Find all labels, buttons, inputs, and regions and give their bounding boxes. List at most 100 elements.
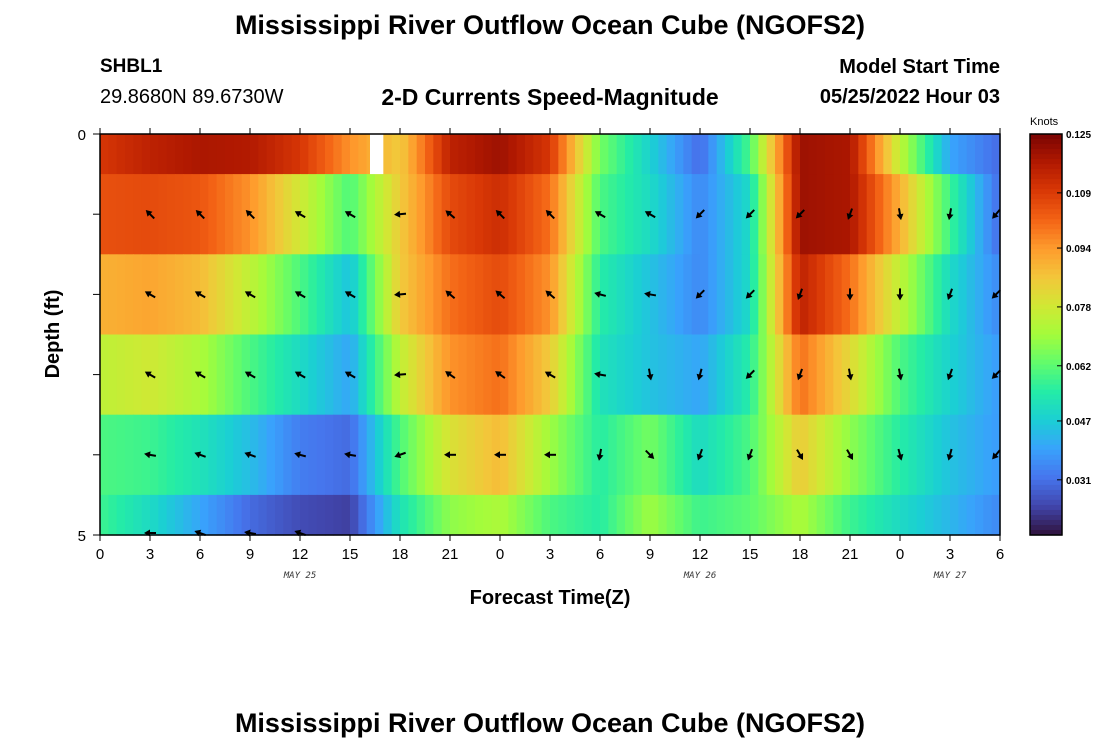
heatmap-cell <box>883 414 893 496</box>
heatmap-cell <box>633 254 643 336</box>
heatmap-cell <box>541 134 551 175</box>
colorbar-swatch <box>1030 319 1062 326</box>
heatmap-cell <box>633 174 643 255</box>
heatmap-cell <box>750 494 759 536</box>
heatmap-cell <box>200 134 209 175</box>
current-arrow <box>695 209 705 219</box>
heatmap-cell <box>233 134 243 175</box>
heatmap-cell <box>491 494 501 536</box>
heatmap-cell <box>216 494 226 536</box>
heatmap-cell <box>191 134 201 175</box>
heatmap-cell <box>850 414 859 496</box>
colorbar-swatch <box>1030 254 1062 260</box>
heatmap-cell <box>166 494 176 536</box>
heatmap-cell <box>241 334 251 416</box>
heatmap-cell <box>425 134 434 175</box>
heatmap-cell <box>283 254 293 336</box>
heatmap-cell <box>466 174 476 255</box>
heatmap-cell <box>600 494 609 536</box>
heatmap-cell <box>466 414 476 496</box>
heatmap-cell <box>975 254 984 336</box>
heatmap-cell <box>416 134 426 175</box>
current-arrow <box>596 448 604 461</box>
heatmap-cell <box>666 174 676 255</box>
heatmap-cell <box>350 174 359 255</box>
heatmap-cell <box>883 494 893 536</box>
current-arrow <box>544 371 556 379</box>
heatmap-cell <box>575 414 584 496</box>
colorbar-swatch <box>1030 464 1062 471</box>
heatmap-cell <box>583 494 593 536</box>
heatmap-cell <box>550 174 559 255</box>
x-tick-label: 3 <box>946 546 954 563</box>
heatmap-cell <box>783 254 793 336</box>
current-arrow <box>545 209 555 220</box>
heatmap-cell <box>983 334 993 416</box>
heatmap-cell <box>458 254 468 336</box>
heatmap-cell <box>533 174 543 255</box>
heatmap-cell <box>783 134 793 175</box>
heatmap-cell <box>566 174 576 255</box>
heatmap-cell <box>816 494 826 536</box>
heatmap-cell <box>400 414 409 496</box>
heatmap-cell <box>941 134 951 175</box>
colorbar-swatch <box>1030 324 1062 331</box>
heatmap-cell <box>950 134 959 175</box>
heatmap-cell <box>691 134 701 175</box>
heatmap-cell <box>850 494 859 536</box>
current-arrow <box>294 211 306 219</box>
heatmap-cell <box>633 334 643 416</box>
heatmap-cell <box>450 134 459 175</box>
heatmap-cell <box>958 174 968 255</box>
heatmap-cell <box>891 414 901 496</box>
heatmap-cell <box>991 134 1001 175</box>
heatmap-cell <box>516 254 526 336</box>
current-arrow <box>992 208 1001 219</box>
heatmap-cell <box>916 494 926 536</box>
heatmap-cell <box>433 334 443 416</box>
heatmap-cell <box>275 334 284 416</box>
heatmap-cell <box>308 174 318 255</box>
heatmap-cell <box>108 134 118 175</box>
heatmap-cell <box>333 254 343 336</box>
colorbar-swatch <box>1030 339 1062 346</box>
heatmap-cell <box>858 414 868 496</box>
colorbar-swatch <box>1030 214 1062 220</box>
x-tick-label: 12 <box>292 546 309 563</box>
heatmap-cell <box>850 334 859 416</box>
heatmap-cell <box>108 334 118 416</box>
heatmap-cell <box>183 494 193 536</box>
heatmap-cell <box>450 334 459 416</box>
heatmap-cell <box>608 254 618 336</box>
current-arrow <box>696 368 704 381</box>
heatmap-cell <box>250 134 259 175</box>
heatmap-cell <box>733 134 743 175</box>
heatmap-cell <box>150 334 159 416</box>
heatmap-cell <box>225 134 234 175</box>
heatmap-cell <box>675 334 684 416</box>
heatmap-cell <box>575 174 584 255</box>
heatmap-cell <box>700 414 709 496</box>
heatmap-cell <box>358 134 368 175</box>
heatmap-cell <box>941 254 951 336</box>
heatmap-cell <box>616 134 626 175</box>
heatmap-cell <box>966 254 976 336</box>
heatmap-cell <box>208 254 218 336</box>
date-label: MAY 26 <box>683 571 717 581</box>
colorbar-swatch <box>1030 219 1062 225</box>
heatmap-cell <box>408 494 418 536</box>
current-arrow <box>194 451 206 459</box>
heatmap-cell <box>858 134 868 175</box>
heatmap-cell <box>200 254 209 336</box>
heatmap-cell <box>841 134 851 175</box>
current-arrow <box>444 451 456 459</box>
heatmap-cell <box>825 174 834 255</box>
heatmap-cell <box>808 174 818 255</box>
x-tick-label: 18 <box>792 546 809 563</box>
colorbar-swatch <box>1030 374 1062 381</box>
colorbar-swatch <box>1030 369 1062 376</box>
heatmap-cell <box>583 134 593 175</box>
heatmap-cell <box>491 134 501 175</box>
heatmap-cell <box>750 254 759 336</box>
heatmap-cell <box>966 174 976 255</box>
